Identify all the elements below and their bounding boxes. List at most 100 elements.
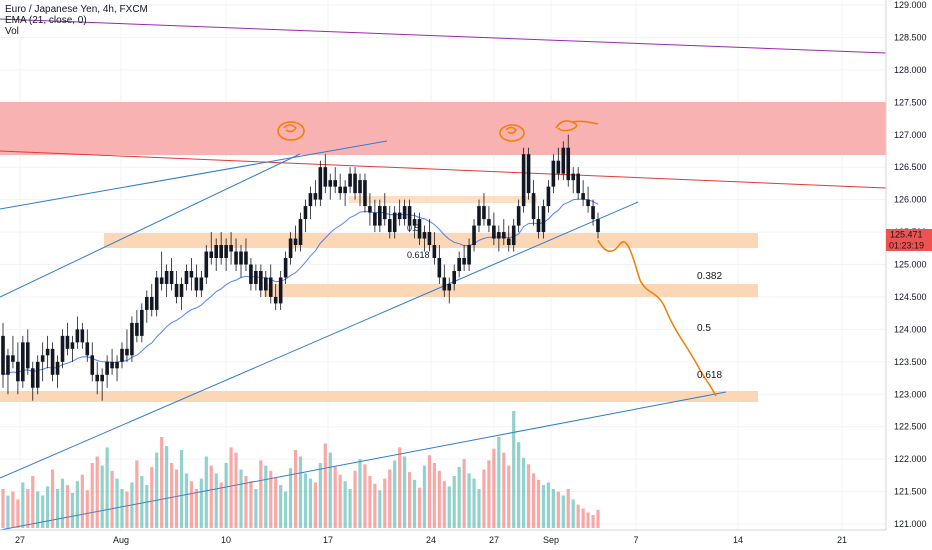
volume-bar xyxy=(11,491,15,528)
ema-indicator-label[interactable]: EMA (21, close, 0) xyxy=(5,15,87,26)
candle-body xyxy=(447,283,452,291)
candle-body xyxy=(159,277,164,284)
candle-body xyxy=(452,270,457,284)
candle-body xyxy=(392,212,397,233)
candle-body xyxy=(333,180,338,187)
candle-body xyxy=(244,251,248,265)
volume-bar xyxy=(189,481,194,528)
symbol-title[interactable]: Euro / Japanese Yen, 4h, FXCM xyxy=(5,4,148,15)
candle-body xyxy=(477,206,481,226)
volume-bars xyxy=(1,411,600,528)
candle-body xyxy=(135,322,139,336)
candle-body xyxy=(35,361,40,388)
candle-body xyxy=(204,251,209,278)
candle-body xyxy=(298,219,303,246)
support-zone-4 xyxy=(349,196,537,203)
purple-trend-line xyxy=(0,18,887,54)
candle-body xyxy=(566,147,571,181)
volume-bar xyxy=(115,478,119,528)
volume-bar xyxy=(1,489,5,528)
candle-body xyxy=(343,186,347,194)
candle-body xyxy=(105,361,109,375)
fib-label-small-0618: 0.618 xyxy=(407,250,430,260)
candle-body xyxy=(70,342,75,349)
candle-body xyxy=(467,245,471,265)
volume-bar xyxy=(447,486,451,528)
volume-bar xyxy=(477,489,481,528)
zones xyxy=(0,102,886,402)
candle-body xyxy=(531,193,536,220)
volume-bar xyxy=(150,466,154,528)
circle-mark-3 xyxy=(555,120,599,132)
circle-mark-2 xyxy=(499,124,525,142)
volume-bar xyxy=(125,491,129,528)
volume-bar xyxy=(120,489,124,528)
time-tick-label: Aug xyxy=(113,535,129,545)
candle-body xyxy=(348,173,352,187)
volume-bar xyxy=(279,485,283,528)
volume-bar xyxy=(31,476,35,528)
price-axis[interactable]: 129.000 128.500 128.000 127.500 127.000 126.5… xyxy=(885,0,932,530)
volume-bar xyxy=(140,476,144,528)
candle-body xyxy=(323,167,328,187)
candle-body xyxy=(30,368,35,388)
fib-label-0382: 0.382 xyxy=(697,271,722,282)
candle-body xyxy=(224,245,228,259)
candle-body xyxy=(368,206,372,213)
candle-body xyxy=(229,245,233,252)
candle-body xyxy=(373,212,377,226)
candle-body xyxy=(214,245,219,259)
volume-bar xyxy=(338,474,342,528)
price-tick-label: 121.500 xyxy=(894,487,927,497)
volume-bar xyxy=(576,504,580,528)
candle-body xyxy=(318,167,323,200)
volume-bar xyxy=(184,473,189,528)
circle-mark-1-inner xyxy=(283,124,297,133)
price-tick-label: 121.000 xyxy=(894,519,927,529)
volume-bar xyxy=(219,482,223,528)
price-tick-label: 124.500 xyxy=(894,292,927,302)
candle-body xyxy=(596,219,600,233)
candle-body xyxy=(1,335,5,375)
volume-bar xyxy=(16,499,20,528)
candle-body xyxy=(442,277,447,291)
volume-bar xyxy=(546,482,551,528)
volume-indicator-label[interactable]: Vol xyxy=(5,26,19,37)
volume-bar xyxy=(60,478,65,528)
volume-bar xyxy=(373,483,377,528)
candle-body xyxy=(382,206,387,220)
volume-bar xyxy=(214,473,218,528)
volume-bar xyxy=(526,464,531,528)
time-axis[interactable]: 27 Aug 10 17 24 27 Sep 7 14 21 xyxy=(0,529,886,545)
countdown-badge xyxy=(886,240,932,251)
candle-body xyxy=(293,238,298,246)
volume-bar xyxy=(358,459,362,528)
volume-bar xyxy=(80,474,84,528)
volume-bar xyxy=(452,476,456,528)
volume-bar xyxy=(90,463,94,528)
projection-path xyxy=(597,239,717,397)
volume-bar xyxy=(492,448,496,528)
volume-bar xyxy=(591,515,595,528)
volume-bar xyxy=(343,481,347,528)
blue-trend-line-support xyxy=(0,201,639,479)
volume-bar xyxy=(393,460,397,528)
candle-body xyxy=(591,206,595,220)
volume-bar xyxy=(239,469,243,528)
volume-bar xyxy=(378,490,382,528)
candle-body xyxy=(397,212,402,220)
volume-bar xyxy=(298,456,303,528)
volume-bar xyxy=(531,473,536,528)
volume-bar xyxy=(194,489,198,528)
candle-body xyxy=(328,180,333,187)
volume-bar xyxy=(442,481,446,528)
volume-bar xyxy=(432,463,436,528)
candle-body xyxy=(278,277,283,304)
volume-bar xyxy=(249,481,253,528)
volume-bar xyxy=(507,465,511,528)
candle-body xyxy=(21,342,25,382)
candle-body xyxy=(412,219,417,226)
volume-bar xyxy=(55,489,60,528)
candle-body xyxy=(234,251,238,265)
